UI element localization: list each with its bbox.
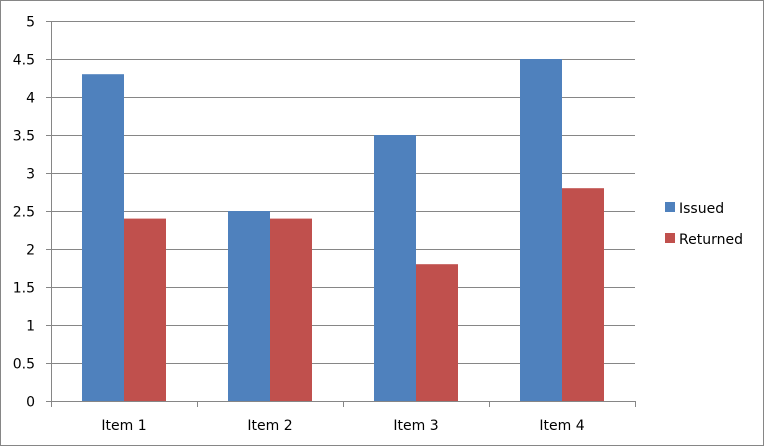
- y-tick-label: 0: [26, 395, 35, 411]
- bar-issued-1: [82, 74, 124, 401]
- bar-returned-4: [562, 188, 604, 401]
- bar-returned-1: [124, 218, 166, 401]
- y-tick-label: 2.5: [13, 205, 35, 221]
- x-tick-label: Item 2: [247, 418, 292, 434]
- y-tick-label: 5: [26, 15, 35, 31]
- bar-issued-4: [520, 59, 562, 401]
- y-tick-label: 4: [26, 91, 35, 107]
- y-tick-label: 1.5: [13, 281, 35, 297]
- bar-returned-2: [270, 218, 312, 401]
- y-tick-label: 1: [26, 319, 35, 335]
- legend-swatch-issued: [665, 202, 675, 212]
- x-tick-label: Item 4: [539, 418, 584, 434]
- y-tick-label: 3: [26, 167, 35, 183]
- x-tick-label: Item 1: [101, 418, 146, 434]
- legend: Issued Returned: [665, 201, 743, 248]
- y-tick-label: 4.5: [13, 53, 35, 69]
- legend-label-issued: Issued: [679, 201, 724, 217]
- bar-issued-2: [228, 211, 270, 401]
- axis-labels: 0 0.5 1 1.5 2 2.5 3 3.5 4 4.5 5 Item 1 Item 2 Item 3 I…: [13, 15, 585, 435]
- y-tick-label: 2: [26, 243, 35, 259]
- y-tick-label: 3.5: [13, 129, 35, 145]
- legend-label-returned: Returned: [679, 232, 743, 248]
- axes: [46, 21, 636, 407]
- y-tick-label: 0.5: [13, 357, 35, 373]
- legend-swatch-returned: [665, 233, 675, 243]
- bars: [82, 59, 604, 401]
- bar-issued-3: [374, 135, 416, 401]
- bar-returned-3: [416, 264, 458, 401]
- x-tick-label: Item 3: [393, 418, 438, 434]
